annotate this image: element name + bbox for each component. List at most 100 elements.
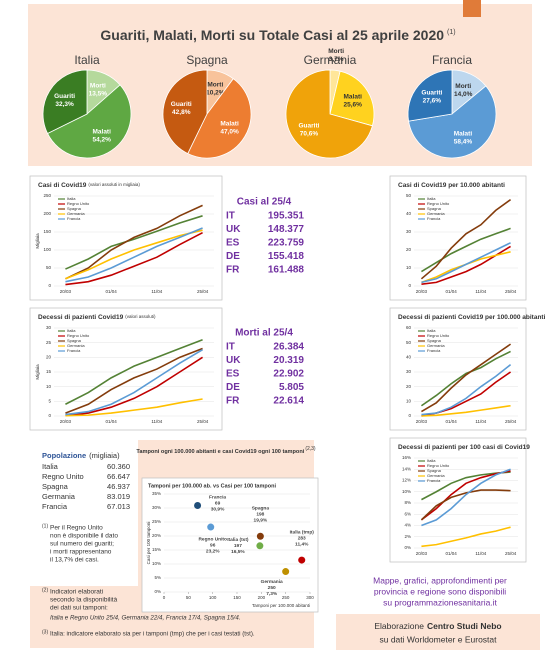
legend-label: Regno Unito [67, 201, 90, 206]
note-line: sul numero dei guariti; [50, 541, 114, 548]
scatter-point [298, 556, 306, 564]
table-code: UK [226, 224, 241, 235]
chart-title: Decessi di pazienti per 100 casi di Covi… [398, 444, 530, 451]
pie-slice [47, 84, 132, 159]
point-name: Regno Unito [198, 536, 227, 542]
point-x: 69 [215, 501, 221, 507]
slice-value: 14,0% [454, 91, 473, 98]
y-tick-label: 30% [152, 505, 161, 510]
info-line: provincia e regione sono disponibili [374, 586, 506, 596]
table-title: Casi al 25/4 [237, 197, 292, 208]
note-line: secondo la disponibilità [50, 597, 118, 604]
series-line [65, 398, 203, 417]
point-y: 23,2% [206, 548, 220, 554]
series-line [420, 350, 511, 407]
y-tick-label: 10 [406, 265, 412, 270]
population-title: Popolazione (migliaia) [42, 451, 120, 460]
legend-label: Italia [67, 196, 76, 201]
pie-title: Spagna [186, 53, 228, 67]
chart-title: Casi di Covid19 (valori assoluti in migli… [38, 182, 140, 189]
slice-value: 54,2% [92, 137, 111, 144]
slice-label: Malati [92, 129, 111, 136]
series-line [421, 364, 512, 416]
point-y: 11,4% [295, 541, 309, 547]
y-axis-label: Migliaia [35, 364, 40, 380]
table-code: IT [226, 342, 235, 353]
point-name: Italia (tmp) [290, 529, 315, 535]
population-title-text: Popolazione [42, 451, 86, 460]
slice-label: Morti [455, 83, 471, 90]
title-text: Decessi di pazienti per 100 casi di Covi… [398, 444, 530, 451]
legend-label: Germania [427, 211, 445, 216]
title-text: Casi di Covid19 per 10.000 abitanti [398, 182, 505, 189]
point-x: 197 [234, 543, 242, 549]
x-tick-label: 100 [209, 595, 217, 600]
slice-label: Guariti [298, 123, 319, 130]
y-tick-label: 16% [402, 455, 411, 460]
title-text: Casi di Covid19 [38, 182, 87, 189]
y-tick-label: 0% [154, 589, 161, 594]
y-tick-label: 150 [43, 229, 51, 234]
footer-line2: su dati Worldometer e Eurostat [379, 634, 497, 644]
table-value: 20.319 [273, 355, 304, 366]
note-line: Indicatori elaborati [50, 589, 103, 596]
y-tick-label: 14% [402, 466, 411, 471]
slice-value: 3,7% [329, 56, 344, 63]
note-line: Italia: indicatore elaborato sia per i t… [50, 631, 255, 638]
point-y: 7,3% [266, 591, 278, 597]
y-tick-label: 40 [406, 211, 412, 216]
x-tick-label: 25/04 [505, 289, 517, 294]
y-tick-label: 250 [43, 193, 51, 198]
slice-label: Morti [90, 83, 106, 90]
footer-prefix: Elaborazione [374, 621, 424, 631]
slice-label: Guariti [54, 93, 75, 100]
series-line [421, 468, 511, 527]
y-tick-label: 30 [406, 229, 412, 234]
y-tick-label: 0 [48, 283, 51, 288]
table-value: 195.351 [268, 211, 305, 222]
series-line [421, 526, 511, 548]
y-tick-label: 200 [43, 211, 51, 216]
y-tick-label: 35% [152, 491, 161, 496]
y-tick-label: 20% [152, 533, 161, 538]
legend-label: Spagna [427, 468, 442, 473]
x-tick-label: 25/04 [197, 289, 209, 294]
point-name: Francia [209, 495, 226, 501]
y-tick-label: 100 [43, 247, 51, 252]
slice-label: Malati [344, 93, 363, 100]
note-line: il 13,7% dei casi. [50, 557, 99, 564]
y-tick-label: 20 [46, 355, 52, 360]
series-line [65, 356, 204, 417]
chart-panel [29, 175, 223, 301]
legend-label: Germania [427, 473, 445, 478]
slice-label: Morti [328, 48, 344, 55]
slice-value: 27,6% [423, 98, 442, 105]
title-text: Guariti, Malati, Morti su Totale Casi al… [100, 27, 444, 43]
note-ref: (3) [42, 629, 48, 635]
x-tick-label: 11/04 [475, 289, 486, 294]
footer-panel [336, 614, 540, 650]
x-tick-label: 250 [282, 595, 290, 600]
series-line [65, 349, 203, 416]
logo-icon [463, 0, 481, 17]
population-value: 46.937 [107, 482, 130, 491]
series-line [65, 227, 203, 283]
point-x: 198 [256, 512, 264, 518]
y-axis-label: Migliaia [35, 233, 40, 249]
slice-value: 47,0% [220, 128, 239, 135]
table-code: DE [226, 382, 240, 393]
pie-slice [187, 78, 252, 159]
legend-label: Francia [427, 348, 441, 353]
chart-panel [29, 307, 223, 431]
y-tick-label: 5 [48, 399, 51, 404]
series-line [421, 404, 511, 417]
x-tick-label: 25/04 [505, 419, 517, 424]
scatter-point [194, 501, 202, 509]
legend-label: Francia [67, 216, 81, 221]
table-value: 5.805 [279, 382, 304, 393]
table-code: ES [226, 238, 240, 249]
slice-value: 70,6% [300, 131, 319, 138]
slice-label: Malati [454, 131, 473, 138]
point-y: 19,9% [254, 518, 268, 524]
legend-label: Regno Unito [67, 333, 90, 338]
